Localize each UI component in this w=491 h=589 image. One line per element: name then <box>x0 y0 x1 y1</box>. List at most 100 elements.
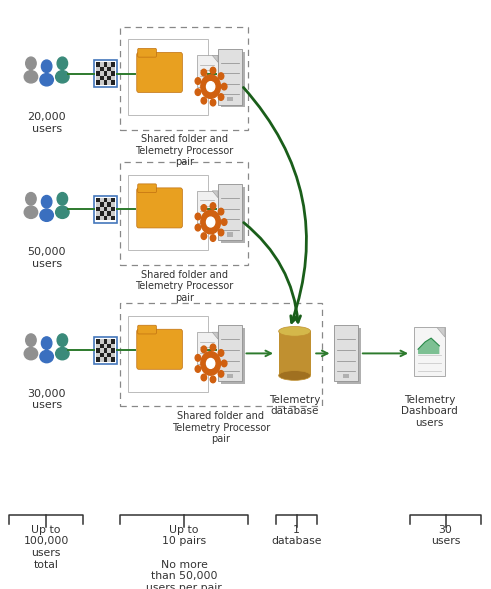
Circle shape <box>207 359 215 368</box>
Bar <box>100 198 104 203</box>
Bar <box>108 203 111 207</box>
Bar <box>227 97 233 101</box>
Bar <box>96 357 100 362</box>
Bar <box>104 67 108 71</box>
FancyBboxPatch shape <box>137 184 156 193</box>
Circle shape <box>218 229 224 236</box>
Bar <box>414 327 445 376</box>
Circle shape <box>201 346 207 353</box>
Bar <box>227 232 233 237</box>
Bar <box>100 76 104 80</box>
Circle shape <box>221 83 227 90</box>
Bar <box>94 337 117 364</box>
Ellipse shape <box>40 74 54 86</box>
Circle shape <box>207 82 215 91</box>
Circle shape <box>195 213 201 220</box>
Bar <box>100 339 104 344</box>
Bar <box>120 162 248 265</box>
Bar <box>111 67 115 71</box>
Bar <box>108 353 111 357</box>
Polygon shape <box>212 332 218 339</box>
Ellipse shape <box>40 350 54 363</box>
Circle shape <box>41 196 52 208</box>
Bar <box>104 80 108 85</box>
Ellipse shape <box>278 326 310 336</box>
Bar <box>96 198 100 203</box>
Ellipse shape <box>55 71 69 83</box>
Bar <box>96 76 100 80</box>
Bar <box>104 348 108 353</box>
Bar <box>128 39 208 115</box>
FancyBboxPatch shape <box>136 329 183 369</box>
Bar <box>334 325 358 382</box>
Bar <box>111 348 115 353</box>
Bar <box>111 211 115 216</box>
Bar <box>104 62 108 67</box>
Ellipse shape <box>55 206 69 219</box>
Bar <box>120 303 322 406</box>
FancyBboxPatch shape <box>137 325 156 334</box>
Bar <box>108 67 111 71</box>
Bar <box>96 71 100 76</box>
Bar <box>100 216 104 220</box>
Text: 50,000
users: 50,000 users <box>27 247 66 269</box>
Bar <box>128 316 208 392</box>
Bar <box>108 211 111 216</box>
Bar <box>218 49 242 105</box>
Bar <box>96 80 100 85</box>
Bar <box>108 62 111 67</box>
Bar <box>104 211 108 216</box>
Circle shape <box>26 193 36 205</box>
Polygon shape <box>437 327 445 337</box>
Polygon shape <box>418 338 439 354</box>
Circle shape <box>41 337 52 349</box>
Bar <box>128 175 208 250</box>
Bar <box>96 216 100 220</box>
Bar <box>104 71 108 76</box>
Text: 1
database: 1 database <box>272 525 322 547</box>
Bar <box>111 76 115 80</box>
Bar <box>108 76 111 80</box>
Text: Up to
10 pairs

No more
than 50,000
users per pair: Up to 10 pairs No more than 50,000 users… <box>146 525 222 589</box>
Circle shape <box>26 57 36 70</box>
Polygon shape <box>212 191 218 198</box>
Circle shape <box>218 209 224 215</box>
Bar <box>108 71 111 76</box>
Circle shape <box>221 360 227 367</box>
Bar <box>221 187 245 243</box>
Text: Shared folder and
Telemetry Processor
pair: Shared folder and Telemetry Processor pa… <box>135 270 233 303</box>
Bar <box>96 353 100 357</box>
Bar <box>104 203 108 207</box>
Bar <box>100 62 104 67</box>
Ellipse shape <box>24 71 38 83</box>
Bar <box>108 348 111 353</box>
Circle shape <box>201 75 220 98</box>
Polygon shape <box>212 55 218 62</box>
Circle shape <box>221 219 227 226</box>
Circle shape <box>201 69 207 76</box>
Bar <box>111 353 115 357</box>
Bar <box>104 339 108 344</box>
Circle shape <box>195 366 201 372</box>
Bar <box>100 203 104 207</box>
Bar <box>100 80 104 85</box>
Text: 30
users: 30 users <box>431 525 460 547</box>
Text: Telemetry
Dashboard
users: Telemetry Dashboard users <box>401 395 458 428</box>
Bar <box>100 71 104 76</box>
Circle shape <box>201 352 220 375</box>
Circle shape <box>210 235 216 241</box>
Bar <box>278 331 310 376</box>
Circle shape <box>210 203 216 209</box>
Bar <box>96 67 100 71</box>
Circle shape <box>195 78 201 84</box>
Bar <box>96 207 100 211</box>
Bar <box>111 344 115 348</box>
Circle shape <box>218 350 224 356</box>
Bar <box>111 357 115 362</box>
Bar <box>100 211 104 216</box>
Bar <box>111 71 115 76</box>
Bar <box>197 55 218 87</box>
Bar <box>197 332 218 364</box>
Bar <box>104 353 108 357</box>
Text: Up to
100,000
users
total: Up to 100,000 users total <box>24 525 69 570</box>
